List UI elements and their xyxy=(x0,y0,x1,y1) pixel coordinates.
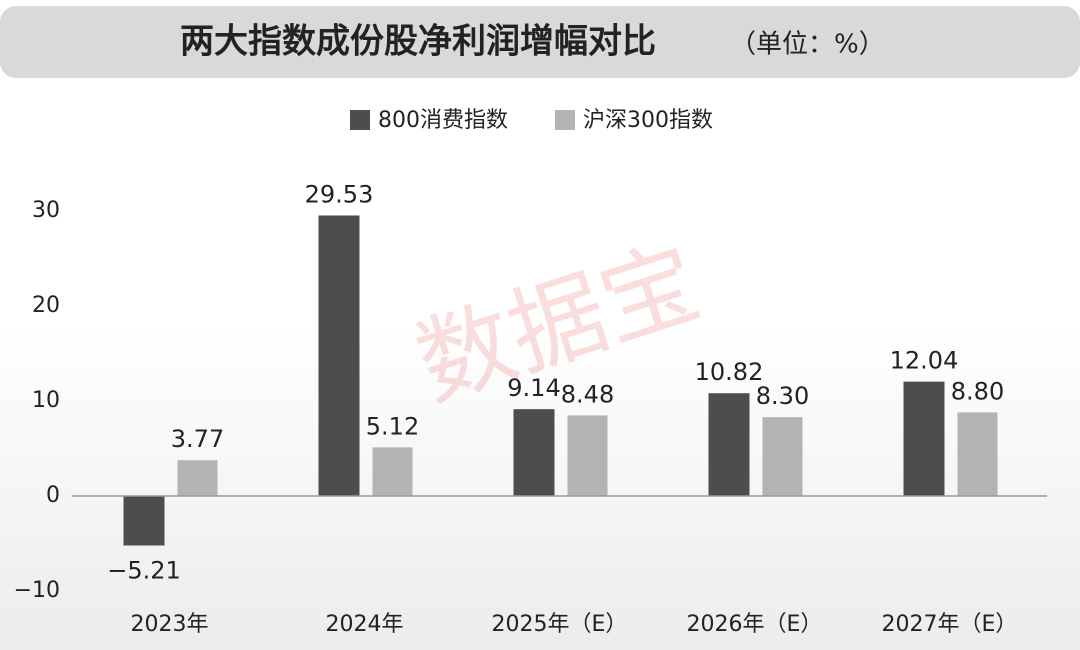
value-label: 9.14 xyxy=(507,374,560,402)
y-tick-label: −10 xyxy=(14,578,60,603)
chart-unit: （单位：%） xyxy=(730,30,885,60)
bar xyxy=(318,215,360,496)
x-tick-label: 2024年 xyxy=(326,612,404,637)
bar xyxy=(123,496,165,546)
value-label: −5.21 xyxy=(107,556,181,584)
legend-label: 800消费指数 xyxy=(378,108,508,133)
value-label: 12.04 xyxy=(890,347,959,375)
bar xyxy=(708,393,750,496)
y-tick-label: 20 xyxy=(32,293,60,318)
x-tick-label: 2023年 xyxy=(131,612,209,637)
y-tick-label: 30 xyxy=(32,198,60,223)
value-label: 3.77 xyxy=(171,425,224,453)
bar xyxy=(957,412,998,496)
x-tick-label: 2026年（E） xyxy=(687,612,823,637)
value-label: 8.30 xyxy=(756,382,809,410)
bar xyxy=(372,447,413,496)
bar xyxy=(567,415,608,496)
bar xyxy=(903,381,945,496)
y-tick-label: 10 xyxy=(32,388,60,413)
value-label: 5.12 xyxy=(366,412,419,440)
chart-title: 两大指数成份股净利润增幅对比 xyxy=(180,22,656,62)
title-bar xyxy=(0,6,1080,78)
value-label: 8.48 xyxy=(561,380,614,408)
x-tick-label: 2025年（E） xyxy=(492,612,628,637)
bar xyxy=(513,409,555,496)
legend-label: 沪深300指数 xyxy=(583,108,713,133)
legend-swatch xyxy=(350,110,370,130)
bar xyxy=(762,417,803,496)
y-tick-label: 0 xyxy=(46,483,60,508)
legend-swatch xyxy=(555,110,575,130)
value-label: 29.53 xyxy=(305,180,374,208)
x-tick-label: 2027年（E） xyxy=(882,612,1018,637)
bar xyxy=(177,460,218,496)
value-label: 10.82 xyxy=(695,358,764,386)
value-label: 8.80 xyxy=(951,377,1004,405)
